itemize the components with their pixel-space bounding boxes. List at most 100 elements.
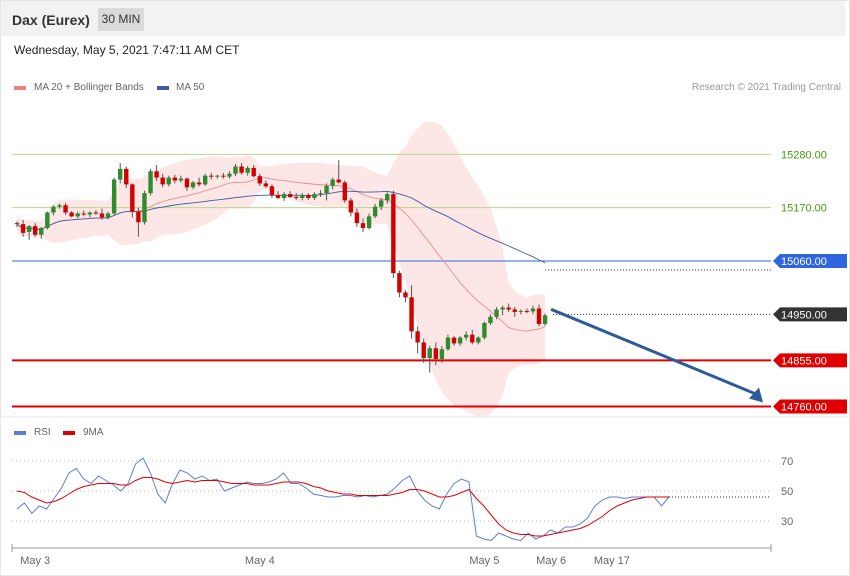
candle-body — [239, 166, 244, 173]
candle-body — [409, 297, 414, 332]
candle-body — [415, 331, 420, 343]
candle-body — [39, 228, 44, 235]
candle-body — [494, 309, 499, 317]
level-tag-14855.00 — [773, 353, 847, 368]
level-tag-14760.00 — [773, 399, 847, 414]
rsi-tick-30: 30 — [781, 516, 793, 528]
candle-body — [433, 348, 439, 359]
candle-body — [111, 179, 117, 214]
rsi-ma-line — [16, 477, 669, 537]
candle-body — [463, 334, 469, 338]
ma20-legend-swatch — [14, 86, 26, 90]
candle-body — [330, 179, 335, 186]
timeframe-button[interactable]: 30 MIN — [98, 8, 144, 31]
level-tag-14950.00 — [773, 307, 847, 322]
candle-body — [33, 226, 38, 235]
candle-body — [366, 216, 372, 229]
candle-body — [281, 194, 287, 198]
candle-body — [287, 194, 293, 197]
candle-body — [518, 310, 524, 312]
candle-body — [439, 349, 445, 359]
rsi-line — [16, 457, 670, 542]
candle-body — [524, 310, 530, 312]
level-label-14760.00: 14760.00 — [781, 401, 827, 413]
candle-body — [190, 182, 196, 188]
candle-body — [348, 200, 354, 213]
candle-body — [300, 195, 305, 198]
candle-body — [457, 337, 463, 344]
candle-body — [142, 193, 147, 223]
rsi-ma-legend-swatch — [63, 431, 75, 435]
candle-body — [45, 212, 50, 229]
candle-body — [69, 212, 74, 217]
candle-body — [57, 205, 62, 207]
candle-body — [172, 177, 178, 181]
time-tick-label: May 4 — [245, 555, 275, 567]
rsi-legend-label: RSI — [34, 427, 51, 438]
rsi-legend-swatch — [14, 431, 26, 435]
candle-body — [63, 205, 68, 213]
bollinger-band — [17, 121, 546, 417]
candle-body — [117, 168, 123, 180]
candle-body — [360, 223, 366, 229]
ma20-legend-label: MA 20 + Bollinger Bands — [34, 82, 144, 93]
credit-text: Research © 2021 Trading Central — [691, 82, 841, 93]
candle-body — [372, 206, 378, 217]
candle-body — [275, 195, 281, 198]
candle-body — [530, 308, 536, 312]
candle-body — [257, 176, 262, 184]
candle-body — [202, 175, 208, 185]
rsi-tick-70: 70 — [781, 456, 793, 468]
ma50-line — [16, 190, 546, 264]
candle-body — [445, 337, 451, 350]
timestamp: Wednesday, May 5, 2021 7:47:11 AM CET — [14, 43, 240, 57]
ma50-legend-swatch — [157, 86, 169, 90]
candle-body — [93, 212, 99, 214]
candle-body — [251, 167, 256, 177]
candle-body — [245, 167, 250, 173]
candle-body — [476, 337, 481, 343]
level-label-14950.00: 14950.00 — [781, 309, 827, 321]
candle-body — [263, 183, 269, 187]
candle-body — [403, 292, 408, 298]
candle-body — [20, 224, 26, 233]
candle-body — [421, 342, 426, 358]
candle-body — [184, 178, 190, 188]
time-tick-label: May 6 — [536, 555, 566, 567]
candle-body — [336, 179, 341, 183]
level-label-15280.00: 15280.00 — [781, 149, 827, 161]
candle-body — [294, 197, 299, 198]
projection-arrow-line — [550, 307, 758, 396]
level-tag-15060.00 — [773, 254, 847, 268]
candle-body — [148, 171, 153, 194]
candle-body — [166, 177, 171, 185]
candle-body — [312, 194, 317, 198]
rsi-ma-legend-label: 9MA — [83, 427, 104, 438]
time-tick-label: May 17 — [594, 555, 630, 567]
candle-body — [512, 309, 517, 312]
candle-body — [391, 194, 396, 274]
candle-body — [427, 348, 432, 358]
candle-body — [233, 166, 238, 174]
candle-body — [342, 182, 347, 201]
candle-body — [26, 226, 32, 232]
level-label-14855.00: 14855.00 — [781, 355, 827, 367]
level-label-15060.00: 15060.00 — [781, 256, 827, 268]
candle-body — [536, 308, 542, 325]
candle-body — [196, 182, 202, 185]
candle-body — [506, 307, 511, 310]
candle-body — [160, 177, 165, 185]
candle-body — [385, 194, 390, 201]
candle-body — [87, 212, 93, 215]
candle-body — [542, 315, 548, 325]
candle-body — [51, 206, 56, 213]
candle-body — [105, 213, 111, 218]
candle-body — [451, 337, 457, 344]
candle-body — [178, 178, 184, 181]
candle-body — [500, 307, 505, 310]
candle-body — [99, 213, 105, 218]
candle-body — [75, 213, 80, 217]
ma50-legend-label: MA 50 — [176, 82, 205, 93]
